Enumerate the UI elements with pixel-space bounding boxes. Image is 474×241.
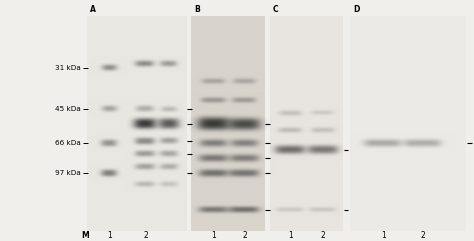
Text: 2: 2 xyxy=(243,231,247,240)
Text: D: D xyxy=(353,6,359,14)
Text: 2: 2 xyxy=(420,231,425,240)
Text: 2: 2 xyxy=(321,231,326,240)
Text: 31 kDa: 31 kDa xyxy=(55,65,81,71)
Text: A: A xyxy=(90,6,96,14)
Text: C: C xyxy=(273,6,278,14)
Text: 66 kDa: 66 kDa xyxy=(55,141,81,147)
Text: 1: 1 xyxy=(381,231,386,240)
Text: 1: 1 xyxy=(211,231,217,240)
Text: 1: 1 xyxy=(288,231,293,240)
Text: B: B xyxy=(194,6,200,14)
Text: 1: 1 xyxy=(107,231,112,240)
Text: M: M xyxy=(82,231,89,240)
Text: 45 kDa: 45 kDa xyxy=(55,106,81,112)
Text: 2: 2 xyxy=(143,231,148,240)
Text: 97 kDa: 97 kDa xyxy=(55,170,81,176)
